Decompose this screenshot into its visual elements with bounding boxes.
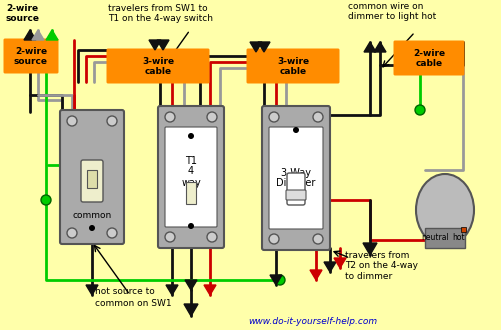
Polygon shape	[184, 304, 197, 316]
Polygon shape	[363, 42, 375, 52]
Text: cable: cable	[144, 67, 171, 76]
Text: SW1: SW1	[81, 172, 103, 182]
Text: travelers from: travelers from	[344, 250, 408, 259]
Circle shape	[165, 112, 175, 122]
FancyBboxPatch shape	[4, 39, 59, 74]
Text: hot: hot	[452, 234, 464, 243]
Text: T2 on the 4-way: T2 on the 4-way	[344, 261, 417, 271]
Circle shape	[89, 225, 95, 231]
Polygon shape	[32, 30, 44, 40]
Circle shape	[188, 223, 193, 229]
Bar	[460, 227, 465, 232]
Text: 3 Way: 3 Way	[281, 168, 311, 178]
Text: 2-wire: 2-wire	[412, 49, 444, 57]
Text: cable: cable	[279, 67, 306, 76]
FancyBboxPatch shape	[106, 49, 209, 83]
Text: cable: cable	[415, 58, 442, 68]
Text: www.do-it-yourself-help.com: www.do-it-yourself-help.com	[247, 317, 376, 326]
Polygon shape	[24, 30, 36, 40]
Polygon shape	[270, 275, 282, 285]
Polygon shape	[46, 30, 58, 40]
Text: dimmer to light hot: dimmer to light hot	[347, 12, 435, 20]
Text: travelers from SW1 to: travelers from SW1 to	[108, 4, 207, 13]
Circle shape	[165, 232, 175, 242]
Polygon shape	[185, 280, 196, 290]
Text: common wire on: common wire on	[347, 2, 422, 11]
FancyBboxPatch shape	[158, 106, 223, 248]
Ellipse shape	[415, 174, 473, 246]
Circle shape	[414, 105, 424, 115]
Circle shape	[107, 228, 117, 238]
Text: hot source to: hot source to	[95, 287, 154, 296]
Text: common on SW1: common on SW1	[95, 300, 171, 309]
Polygon shape	[157, 40, 169, 50]
Polygon shape	[323, 262, 335, 272]
FancyBboxPatch shape	[60, 110, 124, 244]
FancyBboxPatch shape	[81, 160, 103, 202]
Polygon shape	[258, 42, 270, 52]
Polygon shape	[86, 285, 98, 295]
Polygon shape	[203, 285, 215, 295]
FancyBboxPatch shape	[262, 106, 329, 250]
Text: 2-wire: 2-wire	[6, 4, 38, 13]
Polygon shape	[333, 258, 345, 268]
Text: source: source	[14, 56, 48, 65]
Text: to dimmer: to dimmer	[344, 273, 391, 281]
Circle shape	[313, 112, 322, 122]
Circle shape	[206, 112, 216, 122]
Text: 3-wire: 3-wire	[142, 56, 174, 65]
FancyBboxPatch shape	[287, 173, 305, 205]
Polygon shape	[373, 42, 385, 52]
Circle shape	[269, 234, 279, 244]
FancyBboxPatch shape	[246, 49, 339, 83]
Text: T1: T1	[185, 155, 196, 166]
Circle shape	[41, 195, 51, 205]
Polygon shape	[249, 42, 262, 52]
Circle shape	[67, 116, 77, 126]
Text: 2-wire: 2-wire	[15, 47, 47, 55]
FancyBboxPatch shape	[393, 41, 463, 76]
Text: T1 on the 4-way switch: T1 on the 4-way switch	[108, 14, 212, 22]
Text: source: source	[6, 14, 40, 22]
FancyBboxPatch shape	[165, 127, 216, 227]
Bar	[87, 170, 97, 188]
Text: way: way	[181, 178, 200, 187]
FancyBboxPatch shape	[286, 190, 306, 200]
Circle shape	[206, 232, 216, 242]
Circle shape	[275, 275, 285, 285]
Circle shape	[107, 116, 117, 126]
Circle shape	[313, 234, 322, 244]
FancyBboxPatch shape	[269, 127, 322, 229]
Polygon shape	[149, 40, 161, 50]
Polygon shape	[362, 243, 376, 255]
Bar	[424, 228, 464, 248]
Circle shape	[188, 133, 193, 139]
Text: Dimmer: Dimmer	[276, 179, 315, 188]
Text: 4: 4	[187, 167, 194, 177]
Circle shape	[269, 112, 279, 122]
Bar	[186, 182, 195, 204]
Text: T2: T2	[184, 188, 197, 199]
Polygon shape	[166, 285, 178, 295]
Circle shape	[293, 127, 299, 133]
Polygon shape	[310, 270, 321, 280]
Text: common: common	[72, 212, 111, 220]
Circle shape	[67, 228, 77, 238]
Text: 3-wire: 3-wire	[277, 56, 309, 65]
Text: neutral: neutral	[420, 234, 448, 243]
